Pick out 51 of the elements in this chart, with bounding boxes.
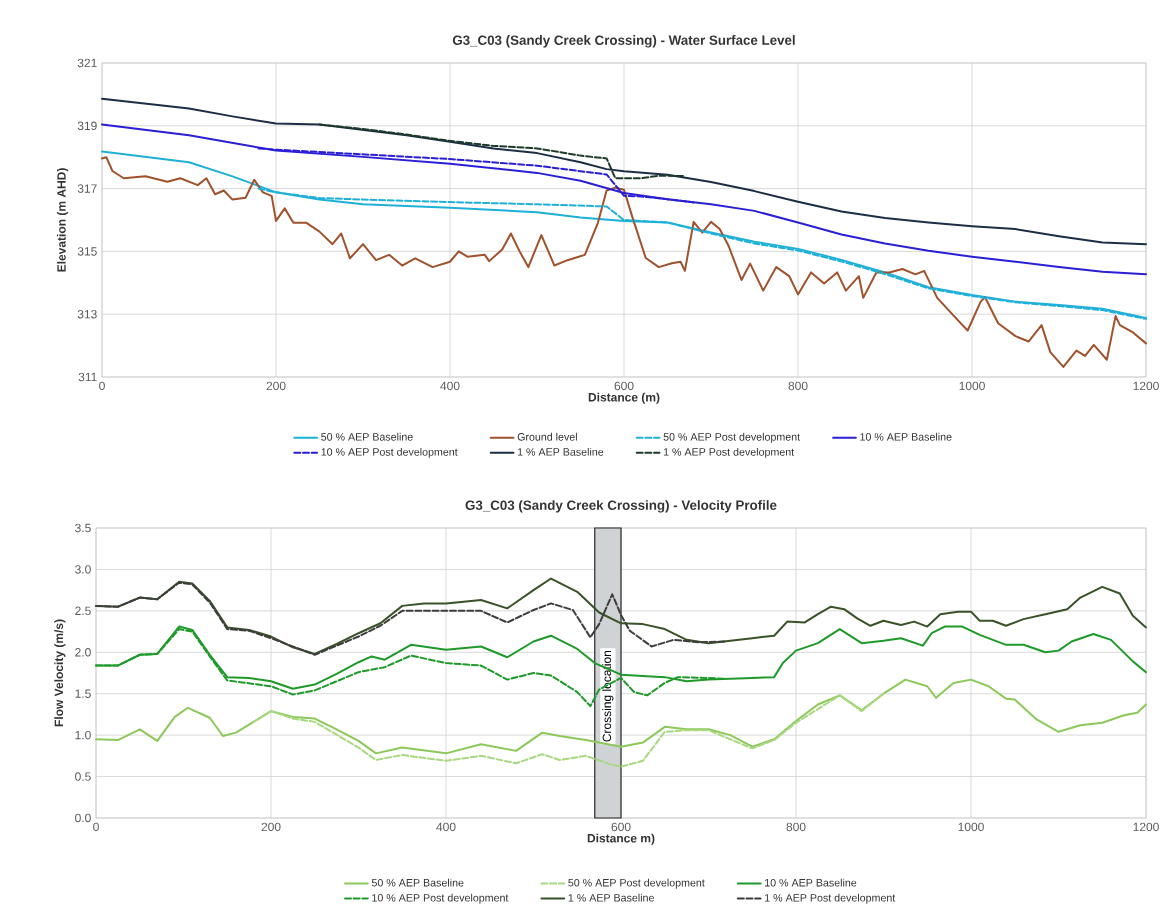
x-tick-label: 400 [440,381,460,391]
x-tick-label: 600 [611,822,631,832]
y-tick-label: 3.5 [75,523,91,533]
x-axis-title: Distance m) [587,833,655,845]
line-series [252,692,885,768]
y-tick-label: 1.5 [75,689,91,698]
line-series [318,123,686,180]
x-tick-label: 800 [786,822,806,832]
legend-label: 1 % AEP Baseline [517,447,604,456]
legend-label: 1 % AEP Baseline [568,893,654,902]
x-tick-label: 200 [266,381,286,391]
legend-label: Ground level [517,432,577,441]
y-tick-label: 2.0 [75,648,91,657]
legend-label: 50 % AEP Baseline [321,432,413,441]
legend-label: 10 % AEP Baseline [765,878,857,887]
x-tick-label: 1000 [959,381,985,391]
y-axis-title: Elevation (m AHD) [56,168,69,272]
y-tick-label: 3.0 [75,565,91,574]
y-tick-label: 2.5 [75,606,91,616]
y-tick-label: 0.5 [75,772,91,781]
chart-title: G3_C03 (Sandy Creek Crossing) - Water Surface Level [452,35,795,48]
legend-label: 1 % AEP Post development [765,893,896,904]
line-series [101,123,1147,276]
legend-label: 50 % AEP Post development [568,878,705,889]
y-tick-label: 311 [78,372,97,382]
y-tick-label: 0.0 [75,813,91,823]
x-axis-title: Distance (m) [588,392,660,404]
y-tick-label: 315 [77,247,97,256]
x-tick-label: 200 [261,822,281,832]
x-tick-label: 0 [93,822,99,832]
x-tick-label: 1200 [1133,381,1159,391]
y-tick-label: 1.0 [75,730,91,740]
y-axis-title: Flow Velocity (m/s) [54,619,66,727]
legend-label: 10 % AEP Baseline [860,432,952,441]
line-series [101,156,1147,368]
x-tick-label: 1000 [958,822,984,832]
legend-label: 10 % AEP Post development [321,447,458,458]
x-tick-label: 400 [436,822,456,832]
x-tick-label: 1200 [1133,822,1159,832]
x-tick-label: 0 [99,381,105,391]
x-tick-label: 800 [788,381,808,391]
y-tick-label: 313 [77,309,97,319]
legend-label: 50 % AEP Baseline [371,878,464,887]
legend-label: 1 % AEP Post development [663,447,795,458]
y-tick-label: 317 [77,184,97,193]
x-tick-label: 600 [614,381,634,391]
y-tick-label: 319 [77,121,97,131]
y-tick-label: 321 [77,58,97,68]
legend-label: 50 % AEP Post development [663,432,800,443]
chart-title: G3_C03 (Sandy Creek Crossing) - Velocity Profile [465,500,777,513]
legend-label: 10 % AEP Post development [372,893,509,904]
